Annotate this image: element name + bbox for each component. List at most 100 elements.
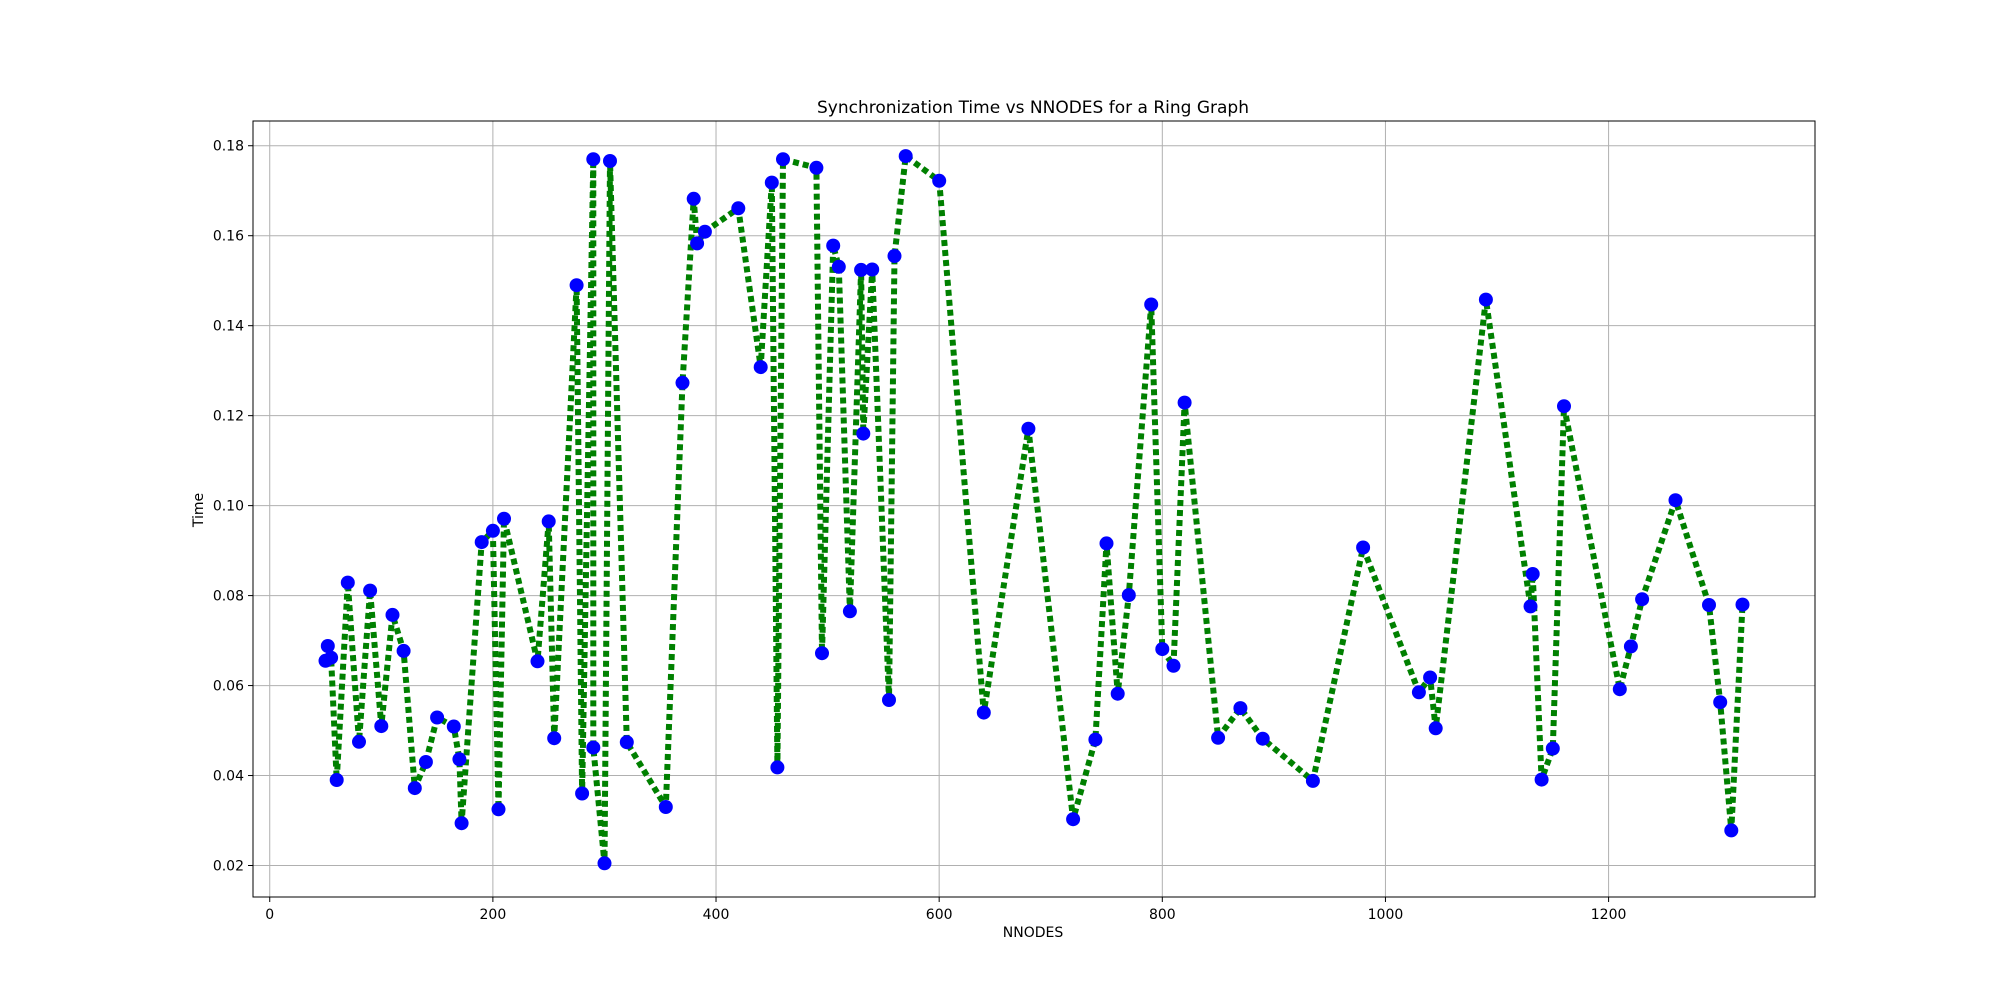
x-tick-label: 0 <box>265 907 274 923</box>
y-tick-label: 0.18 <box>213 139 244 155</box>
data-point <box>1623 639 1638 654</box>
data-point <box>329 773 344 787</box>
data-point <box>932 173 947 188</box>
data-point <box>474 535 489 550</box>
data-point <box>603 154 617 168</box>
data-point <box>1066 812 1081 827</box>
data-point <box>1735 597 1750 612</box>
y-tick-label: 0.14 <box>213 319 244 335</box>
data-point <box>491 802 506 817</box>
data-point <box>898 149 913 164</box>
data-point <box>485 523 500 538</box>
data-point <box>541 514 556 529</box>
data-point <box>1724 823 1739 838</box>
data-point <box>1155 642 1170 657</box>
data-point <box>1411 685 1426 700</box>
y-tick-label: 0.12 <box>213 409 244 425</box>
y-tick-label: 0.10 <box>213 499 244 515</box>
chart-title: Synchronization Time vs NNODES for a Rin… <box>817 98 1249 118</box>
data-point <box>407 781 422 796</box>
data-point <box>1144 297 1159 312</box>
data-point <box>569 278 584 293</box>
y-axis-label: Time <box>191 493 207 528</box>
data-point <box>1305 773 1320 788</box>
data-point <box>1702 598 1716 612</box>
data-point <box>530 654 545 669</box>
data-point <box>396 643 411 658</box>
data-point <box>770 760 785 775</box>
data-point <box>452 752 467 767</box>
axes: 0 200 400 600 800 1000 1200 0.02 0.04 0.06 0.08 0.1… <box>213 139 1627 923</box>
data-point <box>976 705 991 720</box>
data-point <box>1233 701 1248 716</box>
data-point <box>497 511 511 526</box>
x-tick-label: 400 <box>703 907 730 923</box>
data-point <box>697 224 712 239</box>
data-point <box>842 604 857 619</box>
data-point <box>1021 421 1036 436</box>
data-point <box>430 710 445 725</box>
data-point <box>686 191 701 206</box>
data-point <box>340 575 355 590</box>
data-point <box>831 259 846 274</box>
data-point <box>446 719 461 734</box>
data-point <box>1356 540 1371 555</box>
data-point <box>1110 686 1125 701</box>
x-tick-label: 1200 <box>1591 907 1627 923</box>
data-point <box>1713 695 1728 710</box>
data-point <box>764 175 779 190</box>
x-tick-label: 800 <box>1149 907 1176 923</box>
data-point <box>1088 732 1103 747</box>
data-point <box>815 646 829 661</box>
data-point <box>826 238 841 253</box>
data-point <box>887 249 902 263</box>
data-point <box>1166 658 1181 673</box>
data-point <box>619 735 634 750</box>
data-point <box>1545 741 1560 756</box>
plot-frame <box>252 120 1816 898</box>
data-point <box>1423 670 1438 685</box>
data-point <box>363 583 378 598</box>
x-tick-label: 1000 <box>1368 907 1404 923</box>
data-point <box>1177 395 1192 410</box>
data-point <box>1478 292 1493 307</box>
x-axis-label: NNODES <box>1003 925 1064 941</box>
data-point <box>454 816 469 831</box>
data-point <box>690 236 705 251</box>
data-point <box>324 650 339 665</box>
data-point <box>809 160 824 175</box>
data-point <box>854 262 869 277</box>
x-tick-label: 200 <box>480 907 507 923</box>
data-point <box>1211 730 1226 745</box>
plot-border <box>252 120 1816 898</box>
data-point <box>586 740 601 755</box>
data-point <box>547 731 562 746</box>
data-point <box>731 201 746 216</box>
data-point <box>586 152 601 167</box>
data-point <box>418 755 433 769</box>
y-tick-label: 0.02 <box>213 859 244 875</box>
data-point <box>1525 567 1540 581</box>
data-point <box>882 693 896 707</box>
y-tick-label: 0.08 <box>213 589 244 605</box>
data-point <box>658 800 673 814</box>
data-point <box>1428 721 1443 736</box>
y-tick-label: 0.16 <box>213 229 244 245</box>
data-point <box>597 856 612 871</box>
data-point <box>1557 399 1571 414</box>
data-point <box>675 375 690 390</box>
data-point <box>374 719 389 734</box>
y-tick-label: 0.04 <box>213 769 244 785</box>
data-point <box>1635 592 1650 607</box>
data-point <box>1534 772 1549 787</box>
data-point <box>1612 682 1627 697</box>
data-point <box>753 360 768 375</box>
data-point <box>1099 536 1114 551</box>
data-point <box>320 639 335 653</box>
data-points <box>318 149 1750 871</box>
x-tick-label: 600 <box>926 907 953 923</box>
data-point <box>776 152 790 167</box>
